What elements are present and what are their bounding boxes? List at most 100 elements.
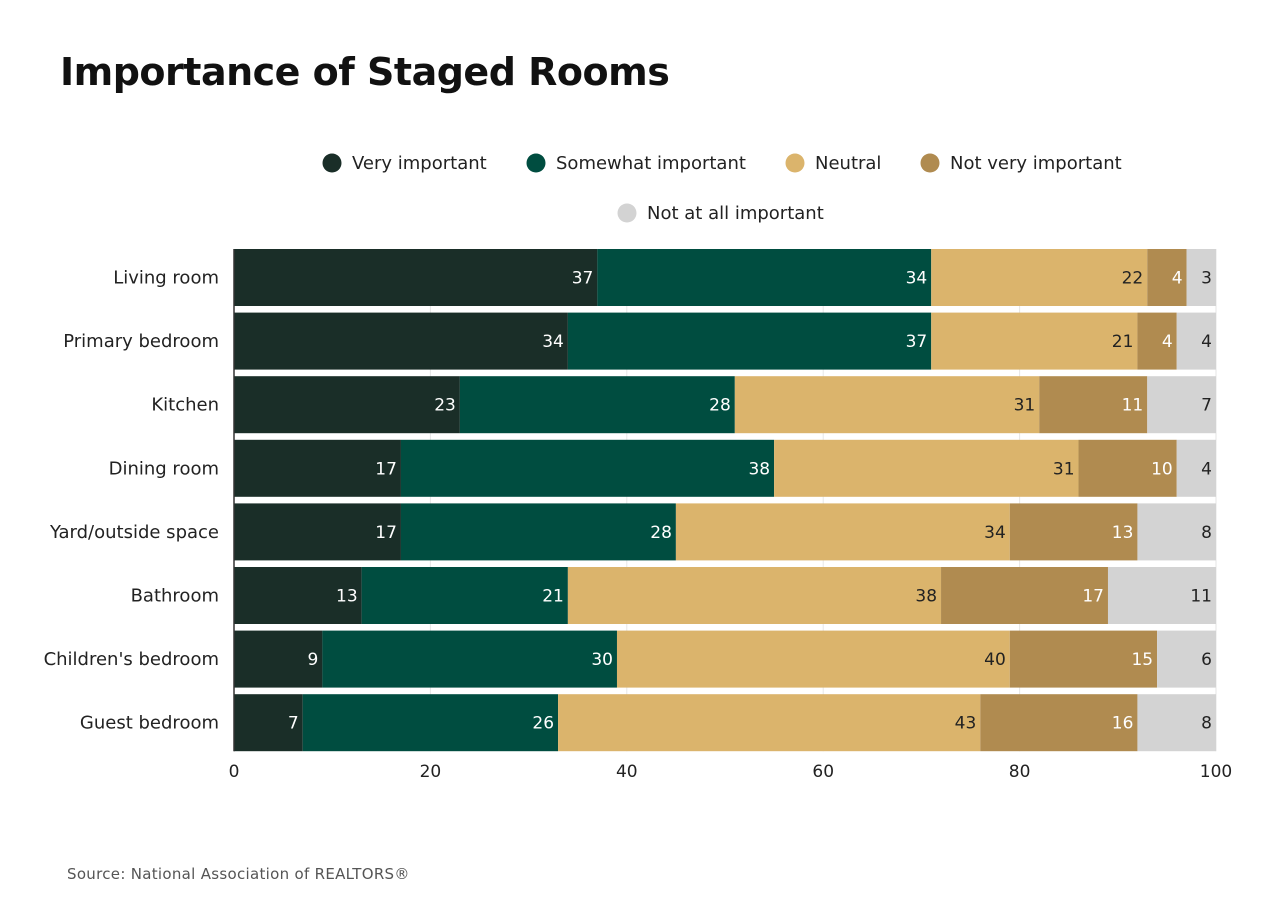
data-label-bathroom-somewhat-important: 21 — [542, 587, 564, 607]
bar-yard-outside-space-very-important — [234, 503, 401, 561]
bar-children-s-bedroom-not-very-important — [1009, 630, 1158, 688]
legend-label-somewhat-important: Somewhat important — [556, 153, 746, 174]
bar-dining-room-somewhat-important — [400, 439, 775, 497]
data-label-yard-outside-space-very-important: 17 — [375, 523, 397, 543]
legend-marker-somewhat-important — [526, 153, 546, 173]
data-label-bathroom-not-at-all-important: 11 — [1190, 587, 1212, 607]
y-axis-labels: Living room Primary bedroom Kitchen Dining … — [44, 268, 219, 734]
data-label-dining-room-somewhat-important: 38 — [748, 459, 770, 479]
row-label-yard-outside-space: Yard/outside space — [49, 522, 219, 543]
data-label-guest-bedroom-somewhat-important: 26 — [532, 714, 554, 734]
data-label-guest-bedroom-very-important: 7 — [288, 714, 299, 734]
chart-title: Importance of Staged Rooms — [60, 50, 670, 94]
data-label-guest-bedroom-not-very-important: 16 — [1112, 714, 1134, 734]
bar-yard-outside-space-not-at-all-important — [1137, 503, 1216, 561]
data-label-yard-outside-space-not-very-important: 13 — [1112, 523, 1134, 543]
bar-kitchen-not-very-important — [1039, 376, 1148, 434]
x-tick-40: 40 — [616, 762, 638, 782]
x-tick-60: 60 — [812, 762, 834, 782]
legend-label-not-at-all-important: Not at all important — [647, 203, 824, 224]
data-label-guest-bedroom-not-at-all-important: 8 — [1201, 714, 1212, 734]
bar-primary-bedroom-neutral — [931, 312, 1138, 370]
data-label-guest-bedroom-neutral: 43 — [955, 714, 977, 734]
data-label-primary-bedroom-neutral: 21 — [1112, 332, 1134, 352]
row-label-children-s-bedroom: Children's bedroom — [44, 649, 219, 670]
data-label-dining-room-not-very-important: 10 — [1151, 459, 1173, 479]
data-label-bathroom-very-important: 13 — [336, 587, 358, 607]
row-label-guest-bedroom: Guest bedroom — [80, 713, 219, 734]
bar-bathroom-somewhat-important — [361, 567, 568, 624]
data-label-living-room-not-at-all-important: 3 — [1201, 269, 1212, 289]
data-label-kitchen-somewhat-important: 28 — [709, 396, 731, 416]
legend-marker-not-very-important — [920, 153, 940, 173]
bar-dining-room-not-at-all-important — [1176, 439, 1216, 497]
chart-bars: 37 34 22 4 334 37 21 4 423 28 31 11 717 38 31 10 417 28 34… — [233, 249, 1216, 752]
data-label-primary-bedroom-somewhat-important: 37 — [906, 332, 928, 352]
data-label-yard-outside-space-not-at-all-important: 8 — [1201, 523, 1212, 543]
bar-guest-bedroom-neutral — [558, 694, 981, 752]
data-label-bathroom-neutral: 38 — [915, 587, 937, 607]
data-label-dining-room-very-important: 17 — [375, 459, 397, 479]
bar-bathroom-very-important — [234, 567, 362, 624]
legend-label-very-important: Very important — [352, 153, 487, 174]
data-label-dining-room-not-at-all-important: 4 — [1201, 459, 1212, 479]
data-label-kitchen-not-very-important: 11 — [1122, 396, 1144, 416]
legend-label-neutral: Neutral — [815, 153, 881, 174]
legend-marker-very-important — [322, 153, 342, 173]
data-label-yard-outside-space-neutral: 34 — [984, 523, 1006, 543]
legend-marker-neutral — [785, 153, 805, 173]
source-note: Source: National Association of REALTORS… — [67, 865, 410, 883]
bar-children-s-bedroom-very-important — [234, 630, 323, 688]
row-label-dining-room: Dining room — [109, 458, 219, 479]
bar-primary-bedroom-not-very-important — [1137, 312, 1177, 370]
data-label-bathroom-not-very-important: 17 — [1082, 587, 1104, 607]
legend-label-not-very-important: Not very important — [950, 153, 1122, 174]
data-label-living-room-very-important: 37 — [572, 269, 594, 289]
data-label-yard-outside-space-somewhat-important: 28 — [650, 523, 672, 543]
bar-kitchen-neutral — [734, 376, 1040, 434]
x-axis-ticks: 0 20 40 60 80 100 — [229, 762, 1233, 782]
bar-children-s-bedroom-somewhat-important — [322, 630, 617, 688]
bar-primary-bedroom-very-important — [234, 312, 568, 370]
bar-living-room-not-very-important — [1147, 249, 1187, 306]
bar-guest-bedroom-not-at-all-important — [1137, 694, 1216, 752]
x-tick-100: 100 — [1200, 762, 1232, 782]
bar-children-s-bedroom-not-at-all-important — [1157, 630, 1216, 688]
bar-dining-room-not-very-important — [1078, 439, 1177, 497]
row-label-primary-bedroom: Primary bedroom — [63, 331, 219, 352]
bar-living-room-not-at-all-important — [1186, 249, 1216, 306]
bar-living-room-somewhat-important — [597, 249, 932, 306]
row-label-living-room: Living room — [113, 268, 219, 289]
data-label-children-s-bedroom-neutral: 40 — [984, 650, 1006, 670]
bar-children-s-bedroom-neutral — [616, 630, 1010, 688]
data-label-primary-bedroom-not-very-important: 4 — [1162, 332, 1173, 352]
bar-yard-outside-space-not-very-important — [1009, 503, 1138, 561]
bar-kitchen-somewhat-important — [459, 376, 735, 434]
bar-kitchen-not-at-all-important — [1147, 376, 1216, 434]
data-label-children-s-bedroom-somewhat-important: 30 — [591, 650, 613, 670]
data-label-living-room-not-very-important: 4 — [1172, 269, 1183, 289]
bar-primary-bedroom-somewhat-important — [567, 312, 932, 370]
bar-kitchen-very-important — [234, 376, 460, 434]
data-label-primary-bedroom-not-at-all-important: 4 — [1201, 332, 1212, 352]
data-label-dining-room-neutral: 31 — [1053, 459, 1075, 479]
data-label-children-s-bedroom-very-important: 9 — [308, 650, 319, 670]
data-label-children-s-bedroom-not-very-important: 15 — [1131, 650, 1153, 670]
bar-guest-bedroom-very-important — [234, 694, 303, 752]
bar-guest-bedroom-not-very-important — [980, 694, 1138, 752]
row-label-kitchen: Kitchen — [151, 395, 219, 416]
x-tick-0: 0 — [229, 762, 240, 782]
data-label-living-room-neutral: 22 — [1122, 269, 1144, 289]
data-label-kitchen-neutral: 31 — [1014, 396, 1036, 416]
bar-living-room-very-important — [234, 249, 598, 306]
data-label-kitchen-very-important: 23 — [434, 396, 456, 416]
x-tick-80: 80 — [1009, 762, 1031, 782]
bar-dining-room-neutral — [774, 439, 1079, 497]
data-label-living-room-somewhat-important: 34 — [906, 269, 928, 289]
bar-primary-bedroom-not-at-all-important — [1176, 312, 1216, 370]
bar-living-room-neutral — [931, 249, 1148, 306]
chart-legend: Very important Somewhat important Neutral N… — [322, 153, 1122, 224]
bar-guest-bedroom-somewhat-important — [302, 694, 559, 752]
data-label-kitchen-not-at-all-important: 7 — [1201, 396, 1212, 416]
